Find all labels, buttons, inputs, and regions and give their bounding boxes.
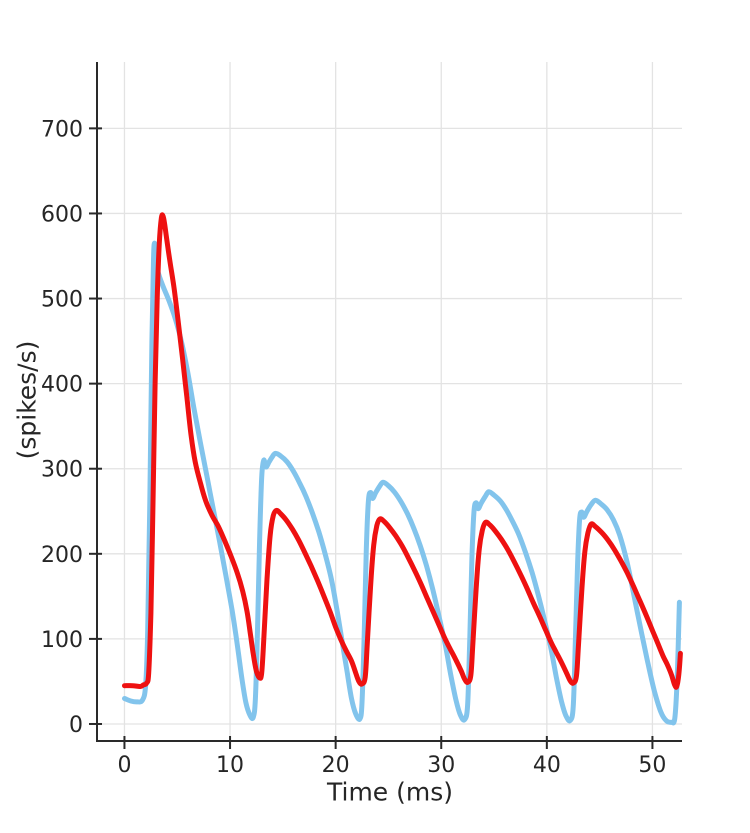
x-tick-label: 20	[322, 753, 350, 778]
y-tick-label: 400	[41, 373, 83, 398]
x-tick-label: 10	[216, 753, 244, 778]
y-axis-label: (spikes/s)	[12, 340, 42, 460]
axis-layer	[89, 62, 682, 749]
x-tick-label: 50	[638, 753, 666, 778]
y-tick-label: 200	[41, 543, 83, 568]
series-layer	[122, 212, 683, 726]
x-tick-label: 30	[427, 753, 455, 778]
x-tick-label: 0	[117, 753, 131, 778]
y-tick-label: 500	[41, 288, 83, 313]
y-tick-label: 0	[69, 713, 83, 738]
x-axis-label: Time (ms)	[326, 777, 454, 807]
y-tick-label: 700	[41, 117, 83, 142]
y-tick-label: 300	[41, 458, 83, 483]
series-line-blue	[122, 240, 682, 726]
x-tick-label: 40	[533, 753, 561, 778]
y-tick-label: 600	[41, 202, 83, 227]
series-line-red	[122, 212, 683, 690]
y-tick-label: 100	[41, 628, 83, 653]
grid-layer	[97, 62, 682, 741]
